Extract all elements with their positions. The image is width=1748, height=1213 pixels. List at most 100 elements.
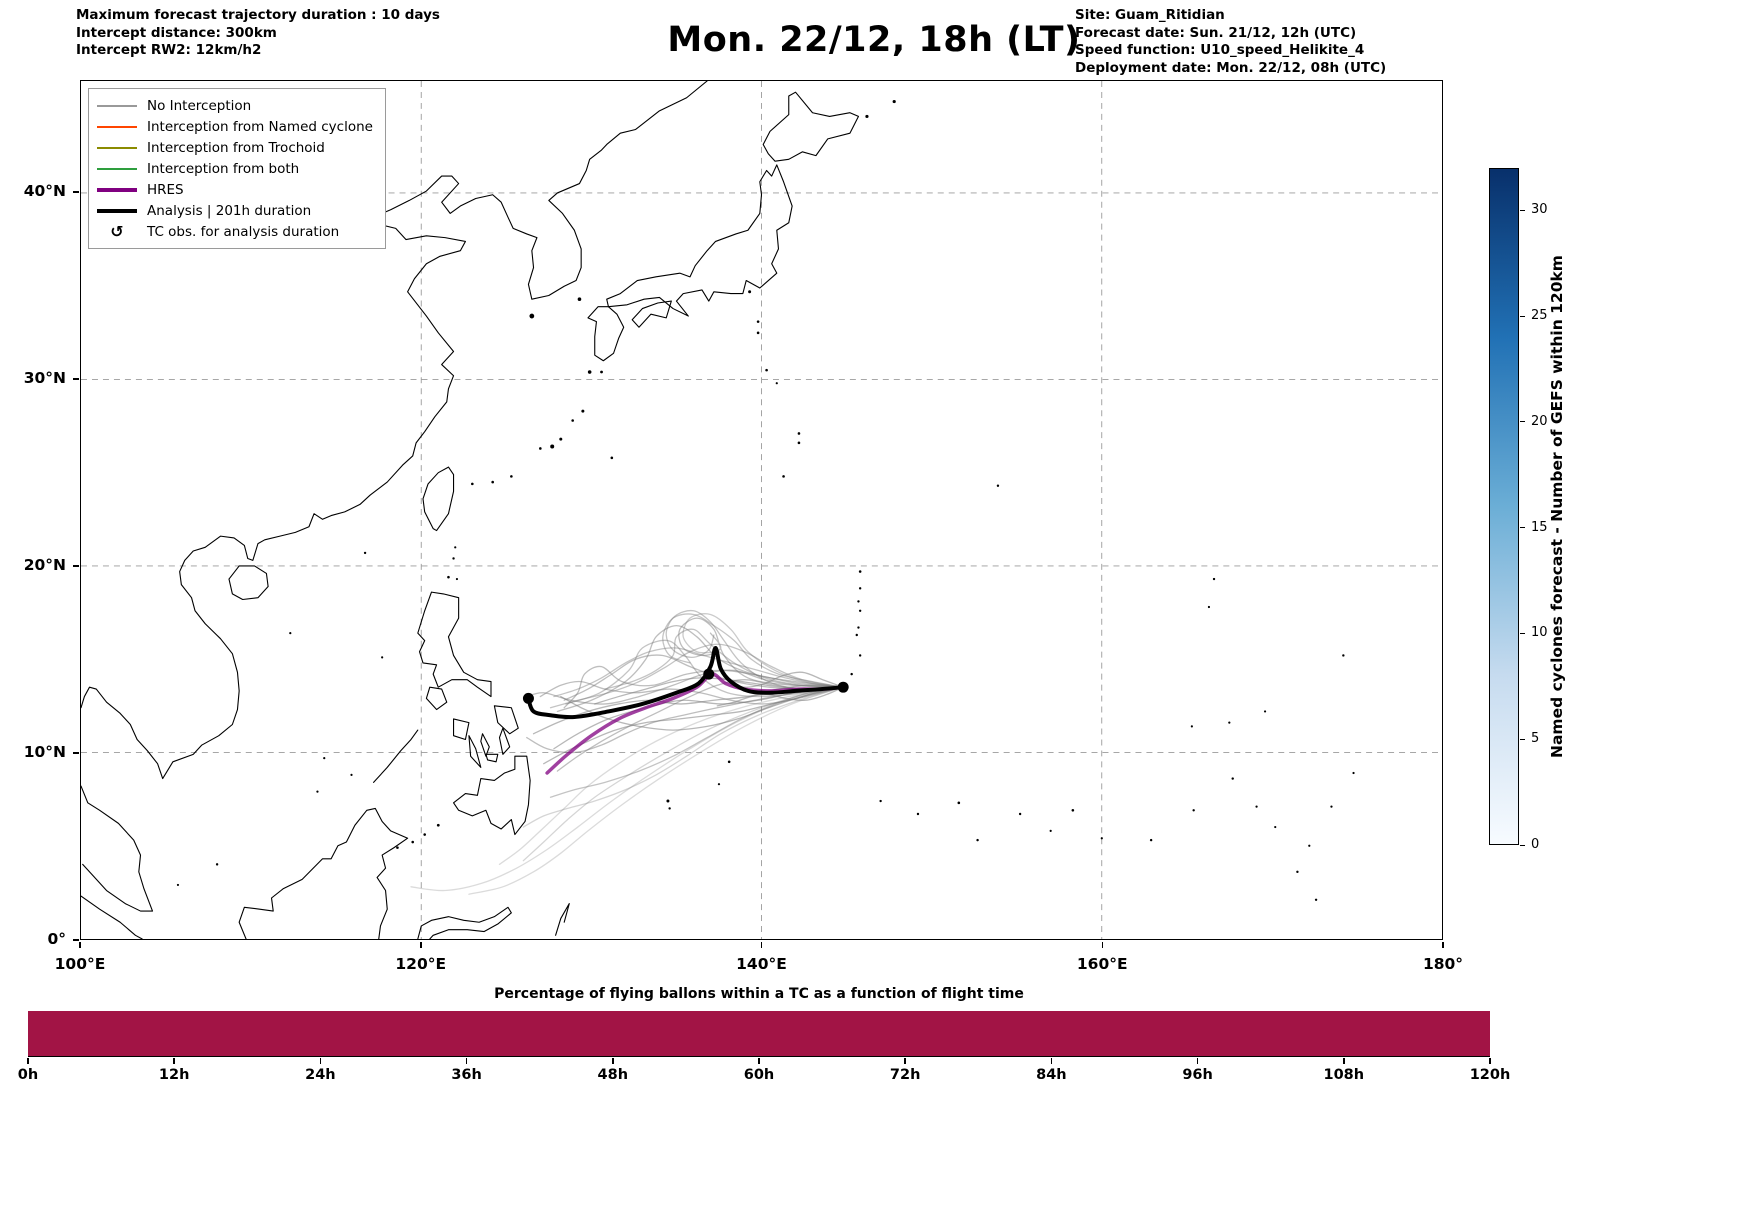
island-dot: [916, 812, 920, 816]
bottom-chart: [28, 1011, 1490, 1057]
bottom-chart-x-axis: 0h 12h 24h 36h 48h 60h 72h 84h 96h 108h …: [18, 1058, 1510, 1090]
legend-label: Interception from Named cyclone: [147, 118, 373, 135]
coastline: [493, 705, 519, 735]
island-dot: [600, 370, 603, 374]
run-parameters: Maximum forecast trajectory duration : 1…: [76, 7, 440, 60]
island-dot: [976, 838, 979, 842]
coastline: [425, 686, 448, 711]
island-dot: [1352, 771, 1355, 775]
island-dot: [529, 313, 535, 319]
island-dot: [892, 99, 896, 104]
time-tickmark: [465, 1058, 468, 1064]
island-dot: [857, 626, 860, 629]
island-dot: [447, 575, 450, 579]
legend-label: Interception from Trochoid: [147, 139, 325, 156]
ensemble-trajectory: [730, 671, 844, 688]
time-tick-label: 96h: [1182, 1067, 1213, 1083]
analysis-marker: [522, 692, 534, 704]
island-dot: [782, 475, 785, 478]
ensemble-trajectory: [410, 686, 844, 892]
island-dot: [491, 480, 494, 484]
tc-percentage-bar: [28, 1011, 1490, 1056]
island-dot: [363, 551, 367, 555]
time-tick-label: 120h: [1469, 1067, 1511, 1083]
legend-label: Analysis | 201h duration: [147, 202, 312, 219]
map-panel: No Interception Interception from Named …: [80, 80, 1443, 940]
legend-item-trochoid: Interception from Trochoid: [97, 137, 373, 158]
island-dot: [1342, 654, 1345, 657]
colorbar-tickmark: [1520, 315, 1525, 317]
time-tickmark: [1050, 1058, 1053, 1064]
site-info: Site: Guam_Ritidian Forecast date: Sun. …: [1075, 7, 1386, 77]
ensemble-trajectory: [549, 686, 844, 798]
ensemble-trajectory: [522, 686, 844, 862]
coastline: [238, 807, 409, 939]
coastline: [555, 903, 570, 936]
olive-line-swatch: [97, 146, 137, 149]
coastline: [762, 91, 860, 162]
y-tick-label: 40°N: [23, 182, 66, 201]
island-dot: [215, 863, 219, 866]
island-dot: [1228, 721, 1231, 724]
param-intercept-distance: Intercept distance: 300km: [76, 24, 277, 41]
time-tick-label: 84h: [1036, 1067, 1067, 1083]
colorbar-tick-label: 15: [1531, 519, 1548, 535]
island-dot: [879, 799, 882, 803]
colorbar-tickmark: [1520, 632, 1525, 634]
island-dot: [727, 760, 731, 764]
island-dot: [1231, 777, 1234, 780]
time-tickmark: [612, 1058, 614, 1064]
param-intercept-rw2: Intercept RW2: 12km/h2: [76, 42, 262, 58]
island-dot: [559, 437, 563, 441]
island-dot: [1296, 870, 1299, 874]
info-speed-function: Speed function: U10_speed_Helikite_4: [1075, 42, 1365, 58]
island-dot: [1207, 605, 1211, 609]
y-tickmark: [73, 752, 79, 754]
legend-label: TC obs. for analysis duration: [147, 223, 340, 240]
time-tick-label: 12h: [158, 1067, 190, 1083]
island-dot: [1071, 809, 1075, 812]
island-dot: [471, 482, 474, 486]
island-dot: [1190, 725, 1193, 728]
island-dot: [765, 368, 768, 372]
legend-item-tc-obs: ↺ TC obs. for analysis duration: [97, 221, 373, 242]
ensemble-trajectory: [549, 643, 844, 709]
y-tickmark: [73, 565, 79, 567]
colorbar-label: Named cyclones forecast - Number of GEFS…: [1548, 255, 1566, 758]
colorbar-tick-label: 0: [1531, 837, 1540, 852]
green-line-swatch: [97, 167, 137, 170]
island-dot: [1274, 825, 1277, 829]
island-dot: [857, 600, 860, 603]
legend: No Interception Interception from Named …: [88, 88, 386, 249]
island-dot: [323, 757, 326, 760]
island-dot: [550, 444, 555, 449]
legend-item-named-cyclone: Interception from Named cyclone: [97, 116, 373, 137]
island-dot: [1263, 710, 1267, 713]
time-tickmark: [319, 1058, 322, 1064]
island-dot: [855, 633, 858, 637]
coastline: [485, 753, 499, 763]
island-dot: [539, 447, 542, 450]
island-dot: [1149, 838, 1153, 842]
coastline: [631, 300, 672, 328]
island-dot: [423, 833, 426, 836]
legend-item-both: Interception from both: [97, 158, 373, 179]
y-tick-label: 10°N: [23, 743, 66, 762]
island-dot: [957, 801, 961, 805]
colorbar-tick-label: 25: [1531, 308, 1548, 324]
island-dot: [350, 773, 353, 776]
ensemble-trajectory: [682, 613, 844, 688]
x-tick-label: 180°: [1422, 954, 1464, 973]
island-dot: [797, 441, 801, 445]
colorbar: [1489, 168, 1519, 845]
island-dot: [756, 331, 760, 335]
colorbar-tick-label: 30: [1531, 202, 1548, 218]
x-tickmark: [79, 941, 81, 948]
ensemble-trajectory: [563, 654, 844, 701]
island-dot: [858, 587, 862, 590]
ensemble-trajectory: [498, 686, 844, 866]
island-dot: [587, 370, 592, 374]
time-tick-label: 108h: [1323, 1067, 1365, 1083]
analysis-marker: [837, 681, 849, 693]
time-tickmark: [904, 1058, 906, 1064]
